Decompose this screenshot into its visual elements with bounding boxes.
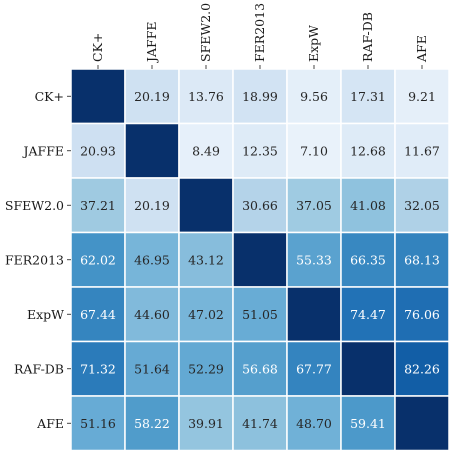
row-labels: CK+ JAFFE SFEW2.0 FER2013 ExpW RAF-DB AFE	[5, 89, 71, 431]
cell-value-label: 59.41	[350, 416, 386, 431]
cell-value-label: 12.35	[242, 143, 278, 158]
row-label: JAFFE	[21, 143, 64, 158]
cell-value-label: 20.19	[134, 89, 170, 104]
cell-value-label: 9.21	[408, 89, 436, 104]
heatmap-cell	[340, 286, 396, 343]
cell-value-label: 20.93	[80, 143, 116, 158]
row-label: SFEW2.0	[5, 198, 64, 213]
cell-value-label: 51.64	[134, 361, 170, 376]
cell-value-label: 9.56	[300, 89, 328, 104]
column-label: FER2013	[252, 3, 267, 62]
heatmap-cell	[178, 177, 234, 234]
cell-value-label: 43.12	[188, 252, 224, 267]
heatmap-cell	[394, 340, 450, 397]
column-label: ExpW	[306, 25, 321, 62]
heatmap-cell	[124, 231, 180, 288]
heatmap-cell	[286, 231, 342, 288]
column-label: AFE	[414, 35, 429, 63]
column-label: SFEW2.0	[198, 3, 213, 62]
heatmap-cell	[394, 68, 450, 125]
cell-value-label: 56.68	[242, 361, 278, 376]
heatmap-cell	[286, 122, 342, 179]
heatmap-cell	[70, 231, 126, 288]
heatmap-cell	[394, 286, 450, 343]
cell-value-label: 37.05	[296, 198, 332, 213]
cell-value-label: 47.02	[188, 307, 224, 322]
cell-value-label: 48.70	[296, 416, 332, 431]
cell-value-label: 41.08	[350, 198, 386, 213]
cell-value-label: 67.44	[80, 307, 116, 322]
row-label: FER2013	[5, 252, 64, 267]
column-label: RAF-DB	[360, 12, 375, 62]
cell-value-label: 52.29	[188, 361, 224, 376]
heatmap-cell	[124, 177, 180, 234]
heatmap-cell	[394, 122, 450, 179]
heatmap-cell	[178, 286, 234, 343]
cell-value-label: 7.10	[300, 143, 328, 158]
heatmap-cell	[70, 340, 126, 397]
column-label: JAFFE	[144, 21, 159, 64]
heatmap-cell	[340, 340, 396, 397]
cell-value-label: 66.35	[350, 252, 386, 267]
cell-value-label: 18.99	[242, 89, 278, 104]
cell-value-label: 51.05	[242, 307, 278, 322]
cell-value-label: 11.67	[404, 143, 440, 158]
heatmap-cell	[286, 395, 342, 452]
cell-value-label: 12.68	[350, 143, 386, 158]
cell-value-label: 41.74	[242, 416, 278, 431]
heatmap-cell	[394, 177, 450, 234]
heatmap-cell	[286, 286, 342, 343]
heatmap-cell	[178, 231, 234, 288]
cell-value-label: 32.05	[404, 198, 440, 213]
heatmap-cell	[70, 68, 126, 125]
cell-value-label: 55.33	[296, 252, 332, 267]
cell-value-label: 30.66	[242, 198, 278, 213]
cell-value-label: 44.60	[134, 307, 170, 322]
column-labels: CK+ JAFFE SFEW2.0 FER2013 ExpW RAF-DB AFE	[90, 3, 429, 69]
heatmap-cell	[178, 68, 234, 125]
heatmap-cell	[340, 395, 396, 452]
cell-value-label: 71.32	[80, 361, 116, 376]
cell-value-label: 68.13	[404, 252, 440, 267]
heatmap-cell	[124, 122, 180, 179]
cell-value-label: 20.19	[134, 198, 170, 213]
heatmap-cell	[124, 395, 180, 452]
heatmap-cell	[232, 286, 288, 343]
cell-value-label: 51.16	[80, 416, 116, 431]
cell-value-label: 46.95	[134, 252, 170, 267]
cell-value-label: 82.26	[404, 361, 440, 376]
heatmap-cell	[70, 395, 126, 452]
cell-value-label: 74.47	[350, 307, 386, 322]
heatmap-cell	[394, 231, 450, 288]
heatmap-cells: 20.19 13.76 18.99 9.56 17.31 9.21 20.93 8.49 12.…	[70, 68, 450, 452]
cell-value-label: 58.22	[134, 416, 170, 431]
cell-value-label: 17.31	[350, 89, 386, 104]
cell-value-label: 8.49	[192, 143, 220, 158]
cell-value-label: 62.02	[80, 252, 116, 267]
cell-value-label: 37.21	[80, 198, 116, 213]
column-label: CK+	[90, 33, 105, 62]
heatmap-cell	[286, 177, 342, 234]
heatmap-cell	[232, 231, 288, 288]
heatmap-cell	[232, 395, 288, 452]
cell-value-label: 67.77	[296, 361, 332, 376]
heatmap-cell	[394, 395, 450, 452]
heatmap-cell	[124, 68, 180, 125]
cell-value-label: 76.06	[404, 307, 440, 322]
heatmap-cell	[178, 122, 234, 179]
cell-value-label: 13.76	[188, 89, 224, 104]
row-label: ExpW	[27, 307, 64, 322]
row-label: AFE	[36, 416, 64, 431]
row-label: RAF-DB	[14, 361, 64, 376]
row-label: CK+	[35, 89, 64, 104]
cell-value-label: 39.91	[188, 416, 224, 431]
heatmap-cell	[340, 231, 396, 288]
heatmap-cell	[340, 177, 396, 234]
